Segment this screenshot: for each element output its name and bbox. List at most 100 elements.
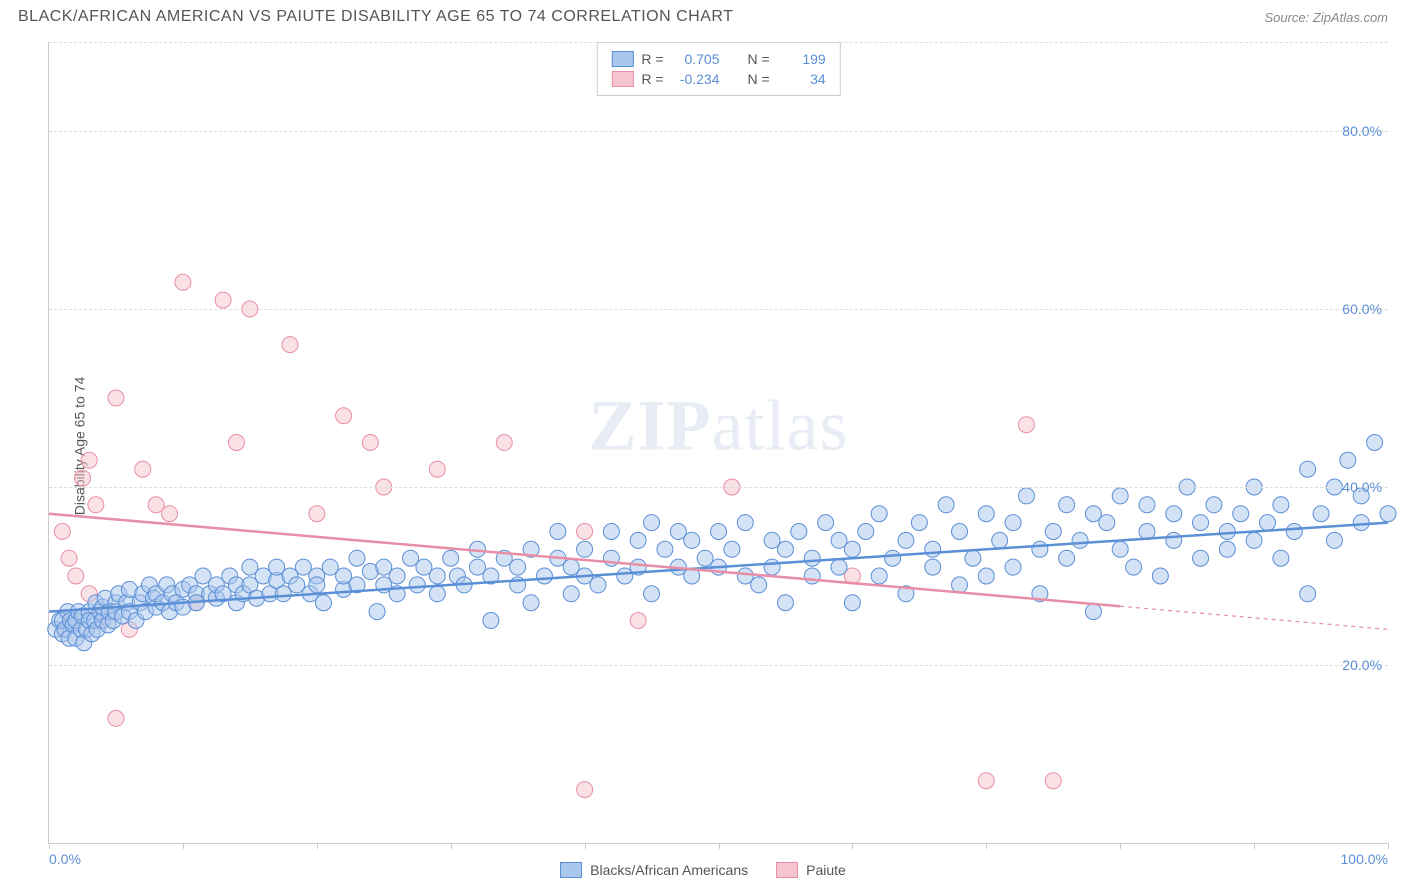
data-point <box>1005 515 1021 531</box>
data-point <box>409 577 425 593</box>
data-point <box>1085 604 1101 620</box>
data-point <box>429 461 445 477</box>
x-tick <box>49 843 50 849</box>
data-point <box>1005 559 1021 575</box>
data-point <box>1193 515 1209 531</box>
data-point <box>228 435 244 451</box>
data-point <box>590 577 606 593</box>
data-point <box>309 506 325 522</box>
y-tick-label: 60.0% <box>1342 301 1382 317</box>
gridline <box>49 309 1388 310</box>
data-point <box>577 782 593 798</box>
data-point <box>1112 488 1128 504</box>
data-point <box>1246 532 1262 548</box>
data-point <box>711 524 727 540</box>
data-point <box>858 524 874 540</box>
data-point <box>978 506 994 522</box>
chart-title: BLACK/AFRICAN AMERICAN VS PAIUTE DISABIL… <box>18 8 733 26</box>
data-point <box>1018 417 1034 433</box>
data-point <box>563 586 579 602</box>
data-point <box>1032 541 1048 557</box>
data-point <box>162 506 178 522</box>
legend-row: R =0.705N =199 <box>611 49 825 69</box>
data-point <box>429 586 445 602</box>
data-point <box>108 390 124 406</box>
data-point <box>777 541 793 557</box>
data-point <box>309 577 325 593</box>
data-point <box>965 550 981 566</box>
x-tick <box>1120 843 1121 849</box>
x-tick <box>852 843 853 849</box>
data-point <box>751 577 767 593</box>
data-point <box>644 586 660 602</box>
legend-swatch <box>560 862 582 878</box>
data-point <box>88 497 104 513</box>
data-point <box>1340 452 1356 468</box>
legend-label: Paiute <box>806 862 846 878</box>
legend-swatch <box>776 862 798 878</box>
data-point <box>429 568 445 584</box>
data-point <box>523 595 539 611</box>
plot-area: ZIPatlas R =0.705N =199R =-0.234N =34 20… <box>48 42 1388 844</box>
data-point <box>898 532 914 548</box>
data-point <box>577 524 593 540</box>
x-tick <box>1388 843 1389 849</box>
data-point <box>764 559 780 575</box>
data-point <box>1367 435 1383 451</box>
gridline <box>49 487 1388 488</box>
legend-row: R =-0.234N =34 <box>611 69 825 89</box>
chart-svg <box>49 42 349 192</box>
legend-swatch <box>611 71 633 87</box>
x-tick <box>986 843 987 849</box>
legend-r-label: R = <box>641 51 663 67</box>
data-point <box>68 568 84 584</box>
data-point <box>369 604 385 620</box>
legend-swatch <box>611 51 633 67</box>
data-point <box>938 497 954 513</box>
data-point <box>911 515 927 531</box>
x-tick <box>1254 843 1255 849</box>
data-point <box>1206 497 1222 513</box>
data-point <box>443 550 459 566</box>
gridline <box>49 665 1388 666</box>
legend-r-value: 0.705 <box>672 51 720 67</box>
x-tick <box>183 843 184 849</box>
data-point <box>1099 515 1115 531</box>
data-point <box>1353 515 1369 531</box>
legend-n-value: 34 <box>778 71 826 87</box>
data-point <box>282 337 298 353</box>
data-point <box>804 568 820 584</box>
data-point <box>315 595 331 611</box>
watermark: ZIPatlas <box>589 385 849 468</box>
data-point <box>737 515 753 531</box>
x-tick <box>585 843 586 849</box>
data-point <box>603 524 619 540</box>
data-point <box>483 613 499 629</box>
data-point <box>336 408 352 424</box>
data-point <box>1193 550 1209 566</box>
y-tick-label: 20.0% <box>1342 657 1382 673</box>
data-point <box>1166 532 1182 548</box>
data-point <box>536 568 552 584</box>
data-point <box>215 292 231 308</box>
data-point <box>1059 497 1075 513</box>
legend-r-value: -0.234 <box>672 71 720 87</box>
data-point <box>175 274 191 290</box>
data-point <box>1072 532 1088 548</box>
data-point <box>657 541 673 557</box>
data-point <box>952 524 968 540</box>
data-point <box>1300 461 1316 477</box>
data-point <box>844 595 860 611</box>
data-point <box>992 532 1008 548</box>
data-point <box>550 524 566 540</box>
data-point <box>978 568 994 584</box>
data-point <box>925 541 941 557</box>
data-point <box>871 506 887 522</box>
data-point <box>1259 515 1275 531</box>
chart-header: BLACK/AFRICAN AMERICAN VS PAIUTE DISABIL… <box>0 0 1406 30</box>
data-point <box>108 710 124 726</box>
data-point <box>1126 559 1142 575</box>
legend-n-label: N = <box>748 71 770 87</box>
data-point <box>1313 506 1329 522</box>
data-point <box>74 470 90 486</box>
